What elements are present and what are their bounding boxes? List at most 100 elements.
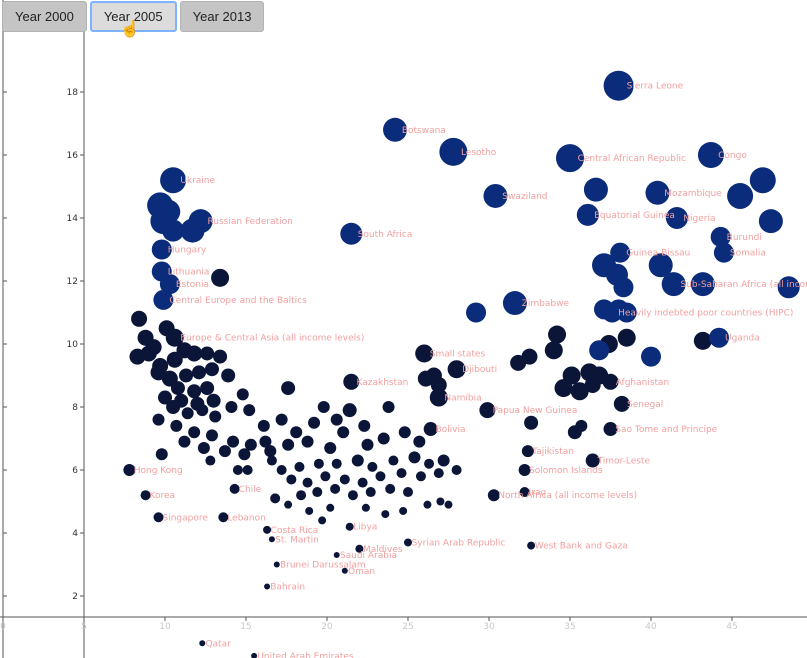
country-label: Sao Tome and Principe [615,425,717,435]
country-label: St. Martin [275,535,319,545]
data-point [396,468,407,479]
data-point [375,471,386,482]
data-point [367,461,378,472]
country-label: Kazakhstan [357,378,409,388]
country-label: Namibia [444,394,481,404]
country-label: Oman [348,567,375,577]
country-label: Lithuania [168,268,210,278]
data-point [403,487,413,498]
data-point [206,393,221,408]
data-point [153,289,174,310]
country-label: Syrian Arab Republic [412,538,506,548]
country-label: Estonia [176,280,209,290]
year-2000-button[interactable]: Year 2000 [2,1,87,32]
year-2013-button[interactable]: Year 2013 [179,1,265,32]
data-point [308,416,321,429]
data-point [436,497,445,506]
data-point [777,276,800,299]
country-label: United Arab Emirates [257,652,354,658]
data-point [358,419,371,432]
country-label: Zimbabwe [522,299,570,309]
country-label: Korea [150,491,176,501]
data-point [181,407,194,420]
data-point [330,483,341,494]
data-point [749,167,776,194]
data-point [521,445,534,458]
data-point [296,490,307,501]
hand-pointer-icon: ☝ [120,21,140,38]
country-label: Tajikistan [531,447,574,457]
x-tick-label: 35 [564,622,575,632]
data-point [242,465,253,475]
data-point [408,451,421,464]
country-label: Lesotho [461,148,497,158]
year-2005-button[interactable]: Year 2005 [89,1,177,32]
data-point [602,302,623,323]
data-point [365,487,376,498]
data-point [340,222,363,245]
country-label: Bahrain [270,583,305,593]
data-point [479,402,496,419]
y-tick-label: 10 [67,340,79,350]
data-point [200,381,215,396]
data-point [342,403,357,418]
data-point [170,419,183,432]
data-point [727,182,754,209]
x-tick-label: 45 [726,622,737,632]
country-label: Solomon Islands [529,466,603,476]
x-tick-label: 40 [645,622,657,632]
data-point [152,413,165,426]
data-point [123,464,136,476]
data-point [286,474,297,485]
data-point [570,382,589,401]
data-point [357,477,368,488]
data-point [758,209,783,234]
data-point [483,183,508,208]
data-point [294,461,305,472]
country-label: Nigeria [683,214,715,224]
data-point [284,500,293,509]
data-point [318,516,327,525]
data-point [709,327,730,348]
country-label: Somalia [730,249,766,259]
data-point [131,310,148,327]
data-point [275,413,288,426]
country-label: Central Europe and the Baltics [169,296,307,306]
data-point [385,483,396,494]
country-label: North Africa (all income levels) [498,491,637,501]
data-point [361,438,374,451]
data-point [527,541,536,550]
y-tick-label: 16 [67,151,79,161]
data-point [218,445,231,458]
data-point [218,512,229,523]
data-point [227,435,240,448]
country-label: Qatar [205,639,231,649]
x-tick-label: 20 [321,622,333,632]
data-point [270,493,281,504]
data-point [548,325,567,344]
data-point [160,167,187,194]
data-point [347,490,358,501]
x-tick-label: 0 [0,622,6,632]
country-label: Bolivia [435,425,465,435]
data-point [170,381,185,396]
data-point [451,465,462,475]
data-point [648,253,673,278]
data-point [199,640,206,647]
data-point [165,328,184,347]
data-point [398,426,411,439]
data-point [330,413,343,426]
data-point [423,500,432,509]
data-point [603,422,618,437]
data-point [576,203,599,226]
data-point [399,506,408,515]
country-label: Heavily indebted poor countries (HIPC) [618,309,793,319]
country-label: Mozambique [664,189,722,199]
country-label: Libya [353,523,377,533]
data-point [341,567,348,574]
data-point [204,362,219,377]
x-tick-label: 5 [81,622,87,632]
data-point [524,415,539,430]
data-point [264,583,271,590]
